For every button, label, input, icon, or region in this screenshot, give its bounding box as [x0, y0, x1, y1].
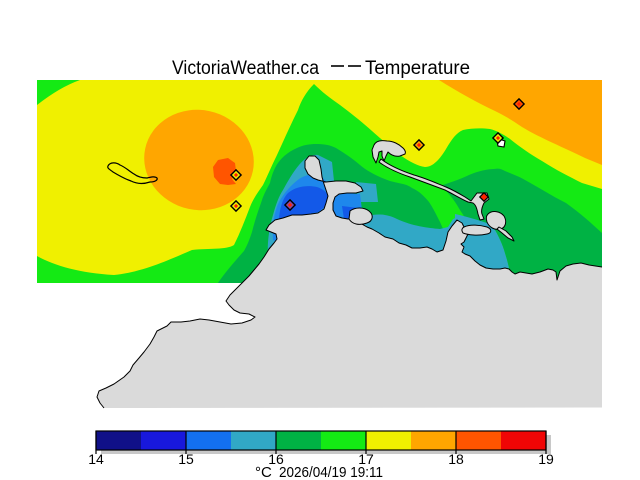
svg-text:VictoriaWeather.ca: VictoriaWeather.ca	[172, 58, 319, 79]
svg-text:Temperature: Temperature	[365, 58, 470, 79]
svg-text:18: 18	[448, 451, 464, 467]
svg-text:2026/04/19 19:11: 2026/04/19 19:11	[279, 464, 383, 480]
svg-text:15: 15	[178, 451, 194, 467]
svg-text:19: 19	[538, 451, 554, 467]
svg-text:°C: °C	[255, 464, 272, 480]
svg-text:17: 17	[358, 451, 374, 467]
svg-text:16: 16	[268, 451, 284, 467]
svg-text:14: 14	[88, 451, 104, 467]
